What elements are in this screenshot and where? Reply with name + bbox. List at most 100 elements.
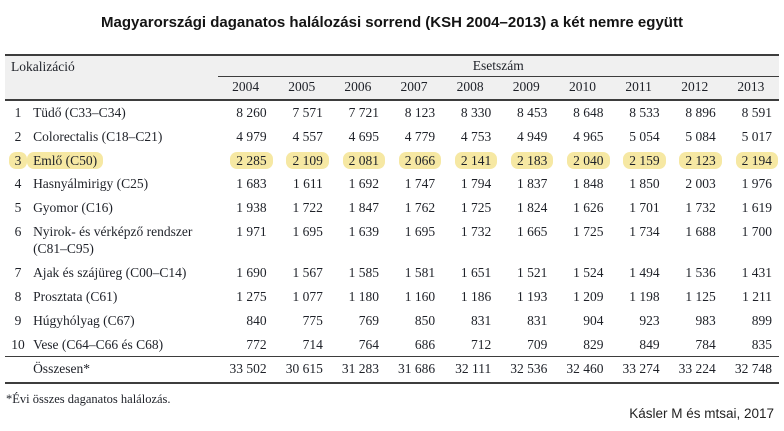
value-cell: 769: [358, 312, 379, 328]
value-cell: 686: [414, 336, 436, 352]
year-header: 2006: [344, 78, 372, 94]
value-cell: 2 123: [667, 149, 723, 173]
table-row: 10 Vese (C64–C66 és C68) 772 714 764 686 712 70…: [5, 333, 779, 357]
highlight-pill: 2 159: [623, 151, 666, 169]
value-cell: 2 003: [685, 176, 716, 192]
value-cell: 1 794: [460, 176, 492, 192]
value-cell: 904: [583, 312, 604, 328]
value-cell: 8 591: [741, 104, 772, 120]
value-cell: 1 847: [348, 200, 379, 216]
value-cell: 923: [639, 312, 660, 328]
value-cell: 1 211: [742, 288, 772, 304]
rank-cell: 2: [14, 128, 22, 144]
table-row: 7 Ajak és szájüreg (C00–C14) 1 690 1 567 1 5…: [5, 261, 779, 285]
rank-cell: 10: [11, 336, 25, 352]
table-row: 8 Prosztata (C61) 1 275 1 077 1 180 1 160 1 18…: [5, 285, 779, 309]
rank-cell: 5: [14, 200, 22, 216]
value-cell: 1 209: [573, 288, 604, 304]
total-value-cell: 31 686: [397, 361, 436, 377]
value-cell: 8 123: [404, 104, 436, 120]
value-cell: 1 824: [517, 200, 548, 216]
highlight-pill: 3: [8, 151, 28, 169]
value-cell: 1 186: [460, 288, 492, 304]
value-cell: 8 330: [460, 104, 492, 120]
localization-cell: Vese (C64–C66 és C68): [33, 336, 164, 352]
value-cell: 4 557: [292, 128, 323, 144]
localization-cell: Ajak és szájüreg (C00–C14): [33, 264, 187, 280]
value-cell: 4 779: [404, 128, 436, 144]
attribution: Kásler M és mtsai, 2017: [629, 406, 774, 421]
value-cell: 8 533: [629, 104, 660, 120]
value-cell: 2 109: [274, 149, 330, 173]
value-cell: 1 747: [404, 176, 436, 192]
value-cell: 7 571: [292, 104, 323, 120]
value-cell: 899: [751, 312, 772, 328]
value-cell: 1 619: [741, 200, 772, 216]
value-cell: 849: [639, 336, 660, 352]
highlight-pill: 2 141: [454, 151, 498, 169]
value-cell: 1 665: [517, 224, 548, 240]
value-cell: 4 753: [460, 128, 492, 144]
value-cell: 772: [246, 336, 267, 352]
value-cell: 1 125: [685, 288, 716, 304]
highlight-pill: Emlő (C50): [27, 151, 104, 169]
value-cell: 1 567: [292, 264, 323, 280]
value-cell: 1 938: [236, 200, 267, 216]
value-cell: 2 194: [723, 149, 779, 173]
value-cell: 764: [358, 336, 379, 352]
value-cell: 4 979: [236, 128, 267, 144]
total-value-cell: 33 502: [229, 361, 267, 377]
value-cell: 712: [470, 336, 492, 352]
value-cell: 1 581: [404, 264, 436, 280]
value-cell: 2 183: [498, 149, 554, 173]
value-cell: 1 722: [292, 200, 323, 216]
value-cell: 835: [751, 336, 772, 352]
table-row: 3 Emlő (C50) 2 285 2 109 2 081 2 066 2 141 2 18…: [5, 149, 779, 173]
highlight-pill: 2 183: [511, 151, 554, 169]
value-cell: 850: [414, 312, 436, 328]
value-cell: 1 160: [404, 288, 436, 304]
value-cell: 8 896: [685, 104, 716, 120]
total-row: Összesen* 33 502 30 615 31 283 31 686 32 111…: [5, 356, 779, 383]
value-cell: 1 976: [741, 176, 772, 192]
table-row: 9 Húgyhólyag (C67) 840 775 769 850 831 831 904 92…: [5, 309, 779, 333]
value-cell: 831: [527, 312, 548, 328]
table-row: 2 Colorectalis (C18–C21) 4 979 4 557 4 695 4 …: [5, 125, 779, 149]
table-row: 1 Tüdő (C33–C34) 8 260 7 571 7 721 8 123 8 330…: [5, 100, 779, 125]
year-header: 2010: [568, 78, 596, 94]
rank-cell: 8: [14, 288, 22, 304]
value-cell: 1 494: [629, 264, 660, 280]
year-header-row: 2004 2005 2006 2007 2008 2009 2010 2011 2012 2013: [5, 76, 779, 99]
value-cell: 1 193: [517, 288, 548, 304]
year-header: 2009: [512, 78, 540, 94]
value-cell: 1 690: [236, 264, 267, 280]
year-header: 2005: [288, 78, 316, 94]
value-cell: 1 585: [348, 264, 379, 280]
value-cell: 1 611: [292, 176, 323, 192]
table-footer: Összesen* 33 502 30 615 31 283 31 686 32 111…: [5, 356, 779, 383]
year-header: 2012: [681, 78, 709, 94]
value-cell: 1 971: [236, 224, 267, 240]
value-cell: 2 285: [218, 149, 274, 173]
localization-cell: Emlő (C50): [27, 149, 217, 173]
table-header: Lokalizáció Esetszám 2004 2005 2006 2007 200…: [5, 55, 779, 100]
value-cell: 1 695: [404, 224, 436, 240]
highlight-pill: 2 066: [398, 151, 442, 169]
mortality-table: Lokalizáció Esetszám 2004 2005 2006 2007 200…: [5, 54, 779, 385]
rank-cell: 9: [14, 312, 22, 328]
highlight-pill: 2 123: [679, 151, 722, 169]
total-value-cell: 31 283: [341, 361, 379, 377]
value-cell: 1 639: [348, 224, 379, 240]
highlight-pill: 2 081: [342, 151, 385, 169]
value-cell: 8 648: [573, 104, 604, 120]
column-header-localization: Lokalizáció: [11, 59, 75, 74]
total-value-cell: 33 274: [622, 361, 660, 377]
value-cell: 4 949: [517, 128, 548, 144]
value-cell: 7 721: [348, 104, 379, 120]
value-cell: 983: [695, 312, 716, 328]
value-cell: 2 159: [611, 149, 667, 173]
value-cell: 714: [302, 336, 323, 352]
total-value-cell: 32 111: [455, 361, 492, 377]
value-cell: 2 141: [442, 149, 498, 173]
highlight-pill: 2 285: [230, 151, 273, 169]
